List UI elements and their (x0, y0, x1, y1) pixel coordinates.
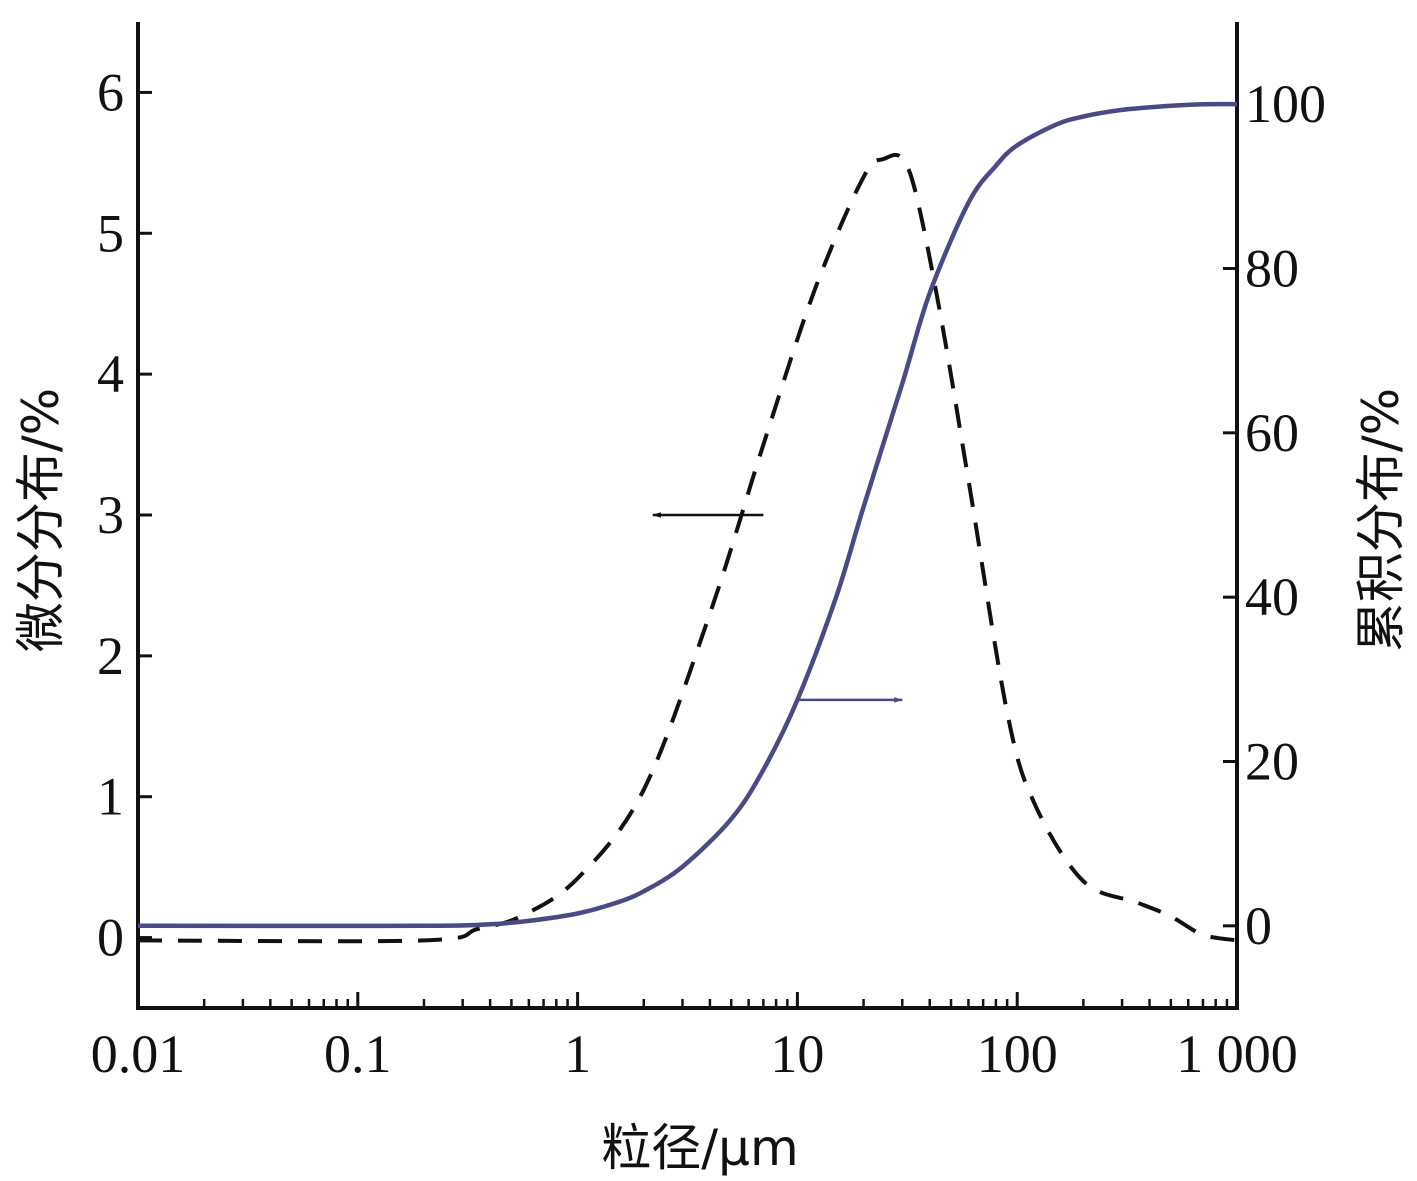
left-y-tick-label: 2 (97, 626, 124, 686)
cumulative-distribution-line (137, 101, 1238, 929)
right-y-tick-label: 80 (1245, 239, 1299, 299)
left-y-tick-label: 6 (97, 62, 124, 122)
right-y-tick-label: 60 (1245, 403, 1299, 463)
left-y-axis-ticks: 0 1 2 3 4 5 6 (97, 62, 152, 968)
right-y-axis-ticks: 0 20 40 60 80 100 (1223, 74, 1326, 956)
right-y-axis-title: 累积分布/% (1352, 388, 1410, 652)
left-y-tick-label: 1 (97, 767, 124, 827)
right-y-tick-label: 40 (1245, 567, 1299, 627)
x-tick-label: 0.01 (91, 1024, 186, 1084)
left-y-axis-title: 微分分布/% (12, 388, 70, 652)
left-y-tick-label: 5 (97, 203, 124, 263)
x-tick-label: 0.1 (324, 1024, 392, 1084)
right-y-tick-label: 0 (1245, 896, 1272, 956)
right-y-tick-label: 20 (1245, 732, 1299, 792)
left-y-tick-label: 4 (97, 344, 124, 404)
x-axis-title: 粒径/μm (601, 1119, 798, 1177)
x-tick-label: 1 (564, 1024, 591, 1084)
right-y-tick-label: 100 (1245, 74, 1326, 134)
x-axis-ticks: 0.01 0.1 1 10 100 1 000 (91, 992, 1298, 1084)
differential-distribution-line (137, 152, 1238, 944)
left-y-tick-label: 3 (97, 485, 124, 545)
x-tick-label: 1 000 (1176, 1024, 1298, 1084)
series-layer (137, 101, 1238, 944)
x-tick-label: 10 (770, 1024, 824, 1084)
x-tick-label: 100 (977, 1024, 1058, 1084)
annotation-layer (651, 512, 904, 703)
left-y-tick-label: 0 (97, 908, 124, 968)
